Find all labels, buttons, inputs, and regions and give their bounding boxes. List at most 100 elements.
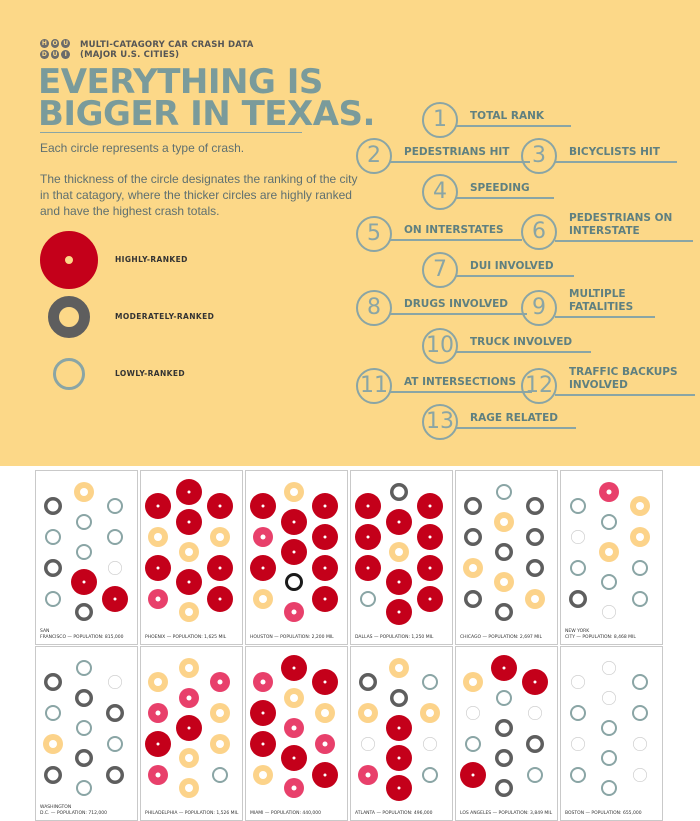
- key-number: 7: [422, 252, 458, 288]
- city-label: DALLAS — POPULATION: 1,250 MIL: [355, 635, 433, 641]
- city-cell: PHILADELPHIA — POPULATION: 1,526 MIL: [140, 646, 243, 821]
- crash-circle-pink: [179, 688, 199, 708]
- crash-circle-medium: [526, 528, 544, 546]
- city-cell: BOSTON — POPULATION: 655,000: [560, 646, 663, 821]
- crash-circle-pink: [253, 527, 273, 547]
- crash-circle-low: [570, 705, 586, 721]
- city-label-line: PHOENIX — POPULATION: 1,625 MIL: [145, 635, 227, 640]
- crash-circle-low: [76, 544, 92, 560]
- crash-circle-low: [496, 484, 512, 500]
- crash-circle-light: [358, 703, 378, 723]
- crash-circle-white_ring: [423, 737, 437, 751]
- crash-circle-pink: [284, 778, 304, 798]
- key-number: 8: [356, 290, 392, 326]
- key-number: 9: [521, 290, 557, 326]
- crash-circle-white_ring: [602, 661, 616, 675]
- crash-circle-high: [386, 715, 412, 741]
- crash-circle-high: [176, 569, 202, 595]
- crash-circle-medium: [390, 689, 408, 707]
- crash-circle-white_ring: [602, 605, 616, 619]
- city-cell: WASHINGTON D.C. — POPULATION: 712,000: [35, 646, 138, 821]
- crash-circle-low: [632, 705, 648, 721]
- crash-circle-light: [179, 542, 199, 562]
- subtitle-line: (MAJOR U.S. CITIES): [80, 50, 180, 60]
- crash-circle-pink: [599, 482, 619, 502]
- crash-circle-high: [250, 731, 276, 757]
- crash-circle-white_ring: [108, 675, 122, 689]
- crash-circle-white_ring: [571, 737, 585, 751]
- crash-circle-medium: [526, 559, 544, 577]
- city-cell: LOS ANGELES — POPULATION: 3,849 MIL: [455, 646, 558, 821]
- crash-circle-high: [522, 669, 548, 695]
- crash-circle-medium: [390, 483, 408, 501]
- legend-label: HIGHLY-RANKED: [115, 255, 188, 264]
- crash-circle-pink: [148, 589, 168, 609]
- crash-circle-pink: [148, 765, 168, 785]
- crash-circle-high: [207, 555, 233, 581]
- crash-circle-medium: [526, 735, 544, 753]
- crash-circle-medium: [106, 704, 124, 722]
- city-label-line: BOSTON — POPULATION: 655,000: [565, 811, 642, 816]
- logo-letter: U: [50, 50, 60, 59]
- city-label: ATLANTA — POPULATION: 496,000: [355, 811, 433, 817]
- city-label-line: CITY — POPULATION: 8,468 MIL: [565, 635, 636, 640]
- crash-circle-low: [601, 574, 617, 590]
- city-cell: CHICAGO — POPULATION: 2,697 MIL: [455, 470, 558, 645]
- crash-circle-low: [601, 720, 617, 736]
- crash-circle-white_ring: [466, 706, 480, 720]
- crash-circle-light: [179, 602, 199, 622]
- city-label-line: SAN: [40, 629, 50, 634]
- crash-circle-low: [570, 498, 586, 514]
- crash-circle-pink: [358, 765, 378, 785]
- crash-circle-low: [601, 514, 617, 530]
- city-label: SAN FRANCISCO — POPULATION: 815,000: [40, 629, 124, 641]
- crash-circle-high: [417, 524, 443, 550]
- city-circles: [44, 482, 128, 621]
- crash-circle-low: [496, 690, 512, 706]
- crash-circle-high: [312, 555, 338, 581]
- city-label-line: DALLAS — POPULATION: 1,250 MIL: [355, 635, 434, 640]
- city-cell: HOUSTON — POPULATION: 2,200 MIL: [245, 470, 348, 645]
- city-circles: [358, 658, 440, 801]
- crash-circle-medium: [569, 590, 587, 608]
- city-label: HOUSTON — POPULATION: 2,200 MIL: [250, 635, 334, 641]
- crash-circle-high: [386, 569, 412, 595]
- city-circles: [355, 483, 443, 625]
- city-circles: [250, 482, 338, 622]
- key-label: INTERSTATE: [569, 225, 640, 237]
- crash-circle-low: [107, 736, 123, 752]
- crash-circle-low: [422, 674, 438, 690]
- crash-circle-medium: [44, 766, 62, 784]
- city-label: WASHINGTON D.C. — POPULATION: 712,000: [40, 805, 107, 817]
- crash-circle-high: [250, 555, 276, 581]
- city-label: NEW YORK CITY — POPULATION: 8,468 MIL: [565, 629, 636, 641]
- key-number: 11: [356, 368, 392, 404]
- city-label-line: HOUSTON — POPULATION: 2,200 MIL: [250, 635, 334, 640]
- crash-circle-low: [422, 767, 438, 783]
- city-label-line: PHILADELPHIA — POPULATION: 1,526 MIL: [145, 811, 239, 816]
- crash-circle-high: [145, 731, 171, 757]
- city-circles: [43, 660, 124, 796]
- crash-circle-medium: [359, 673, 377, 691]
- key-label: AT INTERSECTIONS: [404, 376, 517, 388]
- crash-circle-high: [417, 586, 443, 612]
- legend-label: MODERATELY-RANKED: [115, 312, 215, 321]
- city-grid: SAN FRANCISCO — POPULATION: 815,000 PHOENI…: [35, 470, 665, 821]
- city-cell: NEW YORK CITY — POPULATION: 8,468 MIL: [560, 470, 663, 645]
- key-underline: [456, 351, 591, 353]
- key-label: BICYCLISTS HIT: [569, 146, 660, 158]
- crash-circle-medium: [464, 497, 482, 515]
- crash-circle-high: [417, 493, 443, 519]
- city-label-line: NEW YORK: [565, 629, 590, 634]
- crash-circle-low: [527, 767, 543, 783]
- city-circles: [570, 661, 648, 796]
- crash-circle-light: [525, 589, 545, 609]
- legend-label: LOWLY-RANKED: [115, 369, 186, 378]
- key-underline: [555, 316, 655, 318]
- key-underline: [555, 161, 677, 163]
- key-label: FATALITIES: [569, 301, 634, 313]
- crash-circle-high: [417, 555, 443, 581]
- crash-circle-medium: [495, 719, 513, 737]
- crash-circle-light: [315, 703, 335, 723]
- crash-circle-low: [212, 767, 228, 783]
